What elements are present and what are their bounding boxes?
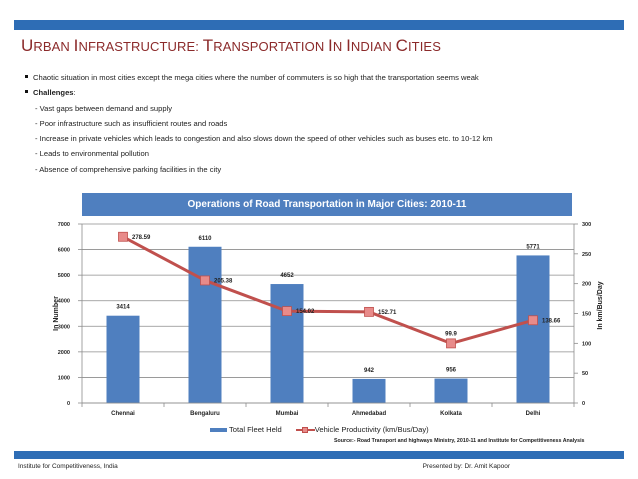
chart-legend: Total Fleet Held Vehicle Productivity (k… <box>210 425 429 434</box>
challenge-item: - Leads to environmental pollution <box>35 149 149 159</box>
title-capital: C <box>395 36 408 55</box>
bar-ahmedabad <box>352 378 386 403</box>
left-tick-label: 2000 <box>58 350 70 356</box>
title-capital: U <box>21 36 34 55</box>
title-text: ITIES <box>407 39 441 54</box>
line-value-label: 99.9 <box>445 331 457 337</box>
left-tick-label: 6000 <box>58 248 70 254</box>
category-label: Mumbai <box>276 411 299 417</box>
bar-bengaluru <box>188 246 222 403</box>
right-tick-label: 100 <box>582 341 591 347</box>
bullet-item: Challenges: <box>25 85 493 100</box>
right-tick-label: 250 <box>582 252 591 258</box>
footer-organization: Institute for Competitiveness, India <box>18 463 118 470</box>
bar-value-label: 4652 <box>280 273 294 279</box>
square-bullet-icon <box>25 90 28 94</box>
bar-chennai <box>106 315 140 403</box>
line-marker <box>446 338 456 349</box>
line-value-label: 152.71 <box>378 310 397 316</box>
category-label: Kolkata <box>440 411 462 417</box>
data-labels: 3414 6110 4652 942 956 5771 278.59 205.38 154.02… <box>116 235 561 374</box>
source-note: Source:- Road Transport and highways Min… <box>334 438 585 444</box>
challenge-item: - Poor infrastructure such as insufficie… <box>35 118 228 128</box>
bullet-text: Chaotic situation in most cities except … <box>33 73 479 82</box>
left-tick-label: 3000 <box>58 324 70 330</box>
right-tick-label: 300 <box>582 222 591 228</box>
right-tick-label: 50 <box>582 371 588 377</box>
bar-value-label: 942 <box>364 368 375 374</box>
productivity-line-path <box>122 235 534 345</box>
bars <box>106 246 550 403</box>
line-marker <box>200 275 210 286</box>
top-accent-bar <box>14 20 624 30</box>
productivity-line <box>118 231 538 349</box>
left-tick-label: 0 <box>67 401 70 407</box>
title-text: RBAN <box>33 39 74 54</box>
right-tick-label: 200 <box>582 282 591 288</box>
slide-title: URBAN INFRASTRUCTURE: TRANSPORTATION IN … <box>21 36 441 56</box>
legend-line-label: Vehicle Productivity (km/Bus/Day) <box>314 425 429 434</box>
legend-bar-swatch-icon <box>210 427 227 432</box>
bar-value-label: 6110 <box>198 236 212 242</box>
bar-value-label: 956 <box>446 368 457 374</box>
footer-presenter: Presented by: Dr. Amit Kapoor <box>422 463 510 470</box>
left-tick-label: 5000 <box>58 273 70 279</box>
bullet-list: Chaotic situation in most cities except … <box>25 70 493 177</box>
title-capital: T <box>202 36 214 55</box>
left-tick-label: 7000 <box>58 222 70 228</box>
title-capital: I <box>346 36 351 55</box>
title-text: RANSPORTATION <box>213 39 329 54</box>
title-capital: I <box>73 36 79 55</box>
line-value-label: 154.02 <box>296 309 315 315</box>
axes: 0 1000 2000 3000 4000 5000 6000 7000 0 50 100 150 20… <box>53 222 604 417</box>
bullet-suffix: : <box>73 88 76 98</box>
bar-delhi <box>516 255 550 403</box>
title-capital: I <box>328 36 333 55</box>
left-tick-label: 4000 <box>58 299 70 305</box>
bullet-item: Chaotic situation in most cities except … <box>25 70 493 85</box>
legend-bar-label: Total Fleet Held <box>229 425 282 434</box>
bar-value-label: 3414 <box>116 305 130 311</box>
square-bullet-icon <box>25 75 28 78</box>
challenge-item: - Increase in private vehicles which lea… <box>35 134 493 144</box>
bar-value-label: 5771 <box>526 244 540 250</box>
left-axis-title: In Number <box>53 296 60 331</box>
line-value-label: 278.59 <box>132 235 151 241</box>
bar-kolkata <box>434 378 468 403</box>
bar-mumbai <box>270 284 304 403</box>
line-marker <box>528 315 538 326</box>
bottom-accent-bar <box>14 451 624 459</box>
category-label: Chennai <box>111 411 135 417</box>
title-text: N <box>332 39 347 54</box>
challenge-item: - Absence of comprehensive parking facil… <box>35 164 222 174</box>
line-marker <box>364 306 374 317</box>
line-value-label: 138.66 <box>542 318 561 324</box>
category-label: Delhi <box>526 411 541 417</box>
right-tick-label: 0 <box>582 401 585 407</box>
legend-line-swatch-icon <box>295 426 315 434</box>
line-marker <box>282 306 292 317</box>
gridlines <box>82 223 574 404</box>
challenge-item: - Vast gaps between demand and supply <box>35 103 173 113</box>
category-label: Ahmedabad <box>352 411 387 417</box>
category-label: Bengaluru <box>190 411 220 417</box>
right-tick-label: 150 <box>582 312 591 318</box>
title-text: NDIAN <box>350 39 396 54</box>
bullet-heading: Challenges <box>33 88 74 98</box>
line-marker <box>118 231 128 242</box>
right-axis-title: In km/Bus/Day <box>597 281 604 329</box>
left-tick-label: 1000 <box>58 375 70 381</box>
line-value-label: 205.38 <box>214 278 233 284</box>
chart-title: Operations of Road Transportation in Maj… <box>82 193 572 216</box>
title-text: NFRASTRUCTURE: <box>78 39 203 54</box>
